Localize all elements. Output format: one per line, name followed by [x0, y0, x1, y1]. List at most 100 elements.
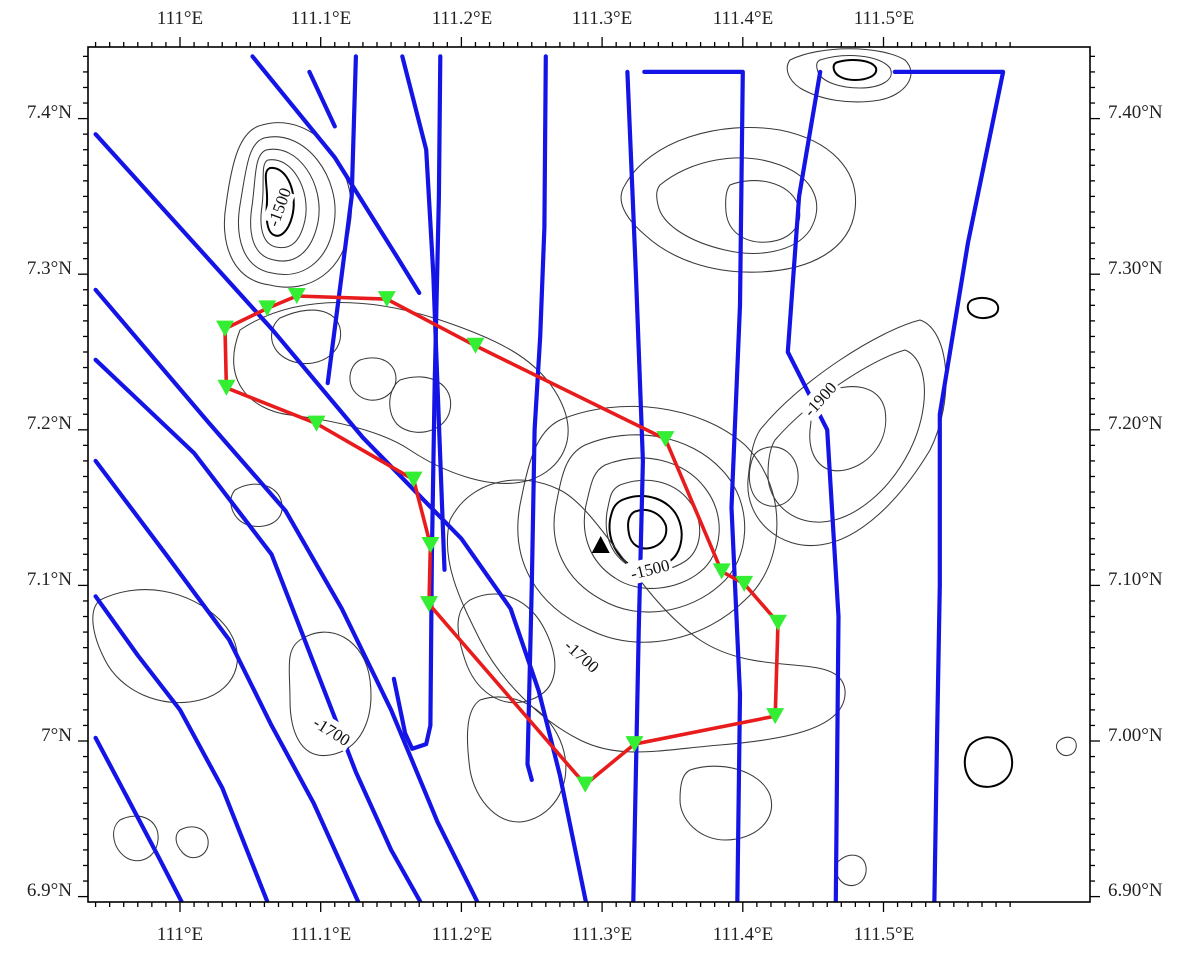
top-tick-label: 111.4°E	[713, 8, 774, 29]
bottom-tick-label: 111.1°E	[291, 924, 352, 945]
contour-line	[349, 357, 397, 401]
track-line	[525, 54, 548, 783]
station-marker	[217, 379, 236, 396]
track-line	[892, 69, 1006, 902]
station-marker	[466, 337, 485, 354]
contour-line	[748, 446, 799, 507]
contour-line	[747, 319, 947, 547]
contour-line	[264, 166, 295, 237]
contour-line	[809, 386, 887, 472]
bottom-tick-label: 111°E	[157, 924, 203, 945]
contour-line	[583, 457, 720, 589]
left-tick-label: 7.2°N	[27, 413, 72, 434]
right-axis-labels: 6.90°N 7.00°N 7.10°N 7.20°N 7.30°N 7.40°…	[1108, 102, 1163, 901]
left-tick-label: 7.1°N	[27, 569, 72, 590]
bottom-tick-label: 111.3°E	[572, 924, 633, 945]
top-tick-label: 111°E	[157, 8, 203, 29]
contour-line	[627, 508, 668, 550]
top-tick-label: 111.3°E	[572, 8, 633, 29]
top-tick-label: 111.5°E	[854, 8, 915, 29]
contour-line	[679, 765, 773, 841]
contour-line	[767, 349, 925, 523]
contour-line	[1055, 736, 1077, 757]
contour-line	[466, 696, 567, 823]
right-tick-label: 7.10°N	[1108, 569, 1163, 590]
contour-line	[238, 136, 336, 275]
contour-line	[966, 297, 1000, 319]
contour-line	[786, 48, 912, 103]
track-line	[307, 69, 337, 129]
bottom-tick-label: 111.5°E	[854, 924, 915, 945]
track-line	[400, 54, 447, 572]
top-tick-label: 111.1°E	[291, 8, 352, 29]
left-axis-labels: 6.9°N 7°N 7.1°N 7.2°N 7.3°N 7.4°N	[27, 102, 72, 901]
contour-line	[271, 309, 342, 365]
left-tick-label: 7.4°N	[27, 102, 72, 123]
contour-line	[113, 815, 159, 862]
contour-line	[656, 157, 818, 254]
station-marker	[766, 708, 785, 725]
contour-line	[175, 826, 209, 859]
station-route	[223, 294, 780, 787]
station-marker	[377, 291, 396, 308]
contour-line	[260, 159, 307, 249]
contour-line	[288, 631, 372, 757]
right-tick-label: 6.90°N	[1108, 880, 1163, 901]
station-marker	[420, 596, 439, 613]
contour-line	[832, 59, 878, 82]
contour-line	[816, 55, 892, 89]
right-tick-label: 7.40°N	[1108, 102, 1163, 123]
left-tick-label: 7.3°N	[27, 258, 72, 279]
track-line	[93, 357, 423, 902]
contour-line	[963, 736, 1014, 788]
station-marker	[404, 471, 423, 488]
contour-line	[250, 148, 320, 262]
map-frame	[87, 46, 1091, 903]
contour-line	[725, 180, 801, 243]
station-markers	[216, 287, 787, 793]
track-line	[391, 54, 443, 751]
station-marker	[287, 287, 306, 304]
contour-line	[553, 434, 746, 613]
contour-label-group: -1500 -1500 -1700 -1700 -1900	[262, 185, 843, 752]
station-marker	[656, 431, 675, 448]
station-marker	[421, 536, 440, 553]
station-route-line	[223, 294, 780, 787]
contour-line	[620, 127, 857, 273]
track-line	[785, 69, 841, 902]
station-marker	[258, 300, 277, 317]
contour-line	[446, 479, 846, 753]
contour-line	[517, 405, 778, 643]
survey-track-lines	[93, 54, 1006, 902]
left-tick-label: 6.9°N	[27, 880, 72, 901]
track-line	[325, 54, 358, 386]
right-tick-label: 7.20°N	[1108, 413, 1163, 434]
track-line	[250, 54, 422, 295]
track-line	[93, 735, 185, 902]
track-line	[625, 69, 646, 902]
top-tick-label: 111.2°E	[432, 8, 493, 29]
bottom-tick-label: 111.2°E	[432, 924, 493, 945]
station-marker	[735, 575, 754, 592]
top-axis-labels: 111°E 111.1°E 111.2°E 111.3°E 111.4°E 11…	[157, 8, 914, 29]
right-tick-label: 7.30°N	[1108, 258, 1163, 279]
left-tick-label: 7°N	[41, 725, 72, 746]
bottom-tick-label: 111.4°E	[713, 924, 774, 945]
axis-ticks	[78, 37, 1100, 912]
track-line	[93, 594, 270, 902]
station-marker	[307, 415, 326, 432]
station-marker	[576, 776, 595, 793]
station-marker	[712, 563, 731, 580]
station-marker	[216, 320, 235, 337]
right-tick-label: 7.00°N	[1108, 725, 1163, 746]
track-line	[642, 69, 745, 902]
track-line	[93, 132, 589, 902]
contour-line	[92, 589, 238, 704]
seamount-peak-marker	[591, 535, 610, 553]
track-line	[93, 287, 480, 902]
track-line	[93, 458, 361, 902]
station-marker	[768, 614, 787, 631]
station-marker	[625, 736, 644, 753]
bottom-axis-labels: 111°E 111.1°E 111.2°E 111.3°E 111.4°E 11…	[157, 924, 914, 945]
